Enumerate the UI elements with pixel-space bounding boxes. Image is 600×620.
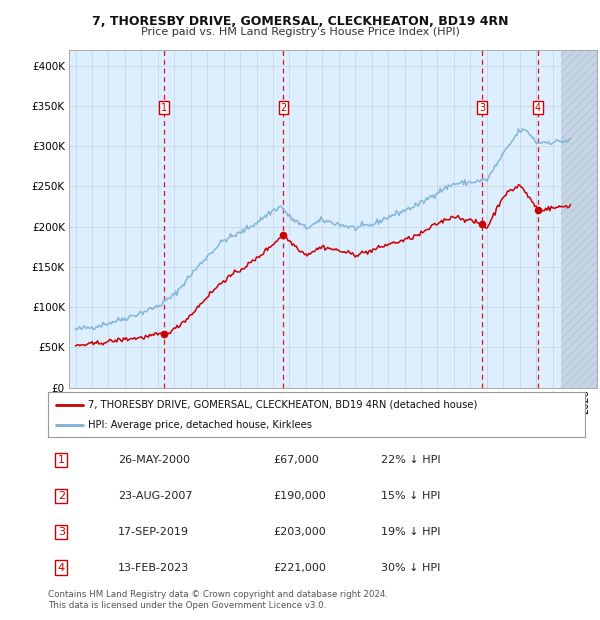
Text: 2: 2 (280, 102, 287, 112)
Text: 4: 4 (58, 563, 65, 573)
Text: This data is licensed under the Open Government Licence v3.0.: This data is licensed under the Open Gov… (48, 601, 326, 611)
Text: 26-MAY-2000: 26-MAY-2000 (118, 455, 190, 465)
Text: £203,000: £203,000 (274, 527, 326, 537)
Text: 3: 3 (58, 527, 65, 537)
Text: 1: 1 (161, 102, 167, 112)
Bar (561, 50, 597, 388)
Bar (561, 50, 597, 388)
Text: 7, THORESBY DRIVE, GOMERSAL, CLECKHEATON, BD19 4RN (detached house): 7, THORESBY DRIVE, GOMERSAL, CLECKHEATON… (88, 399, 478, 410)
Text: 22% ↓ HPI: 22% ↓ HPI (381, 455, 440, 465)
Text: HPI: Average price, detached house, Kirklees: HPI: Average price, detached house, Kirk… (88, 420, 312, 430)
Text: 23-AUG-2007: 23-AUG-2007 (118, 491, 193, 501)
Text: Price paid vs. HM Land Registry's House Price Index (HPI): Price paid vs. HM Land Registry's House … (140, 27, 460, 37)
Text: 30% ↓ HPI: 30% ↓ HPI (381, 563, 440, 573)
Text: Contains HM Land Registry data © Crown copyright and database right 2024.: Contains HM Land Registry data © Crown c… (48, 590, 388, 600)
Text: 15% ↓ HPI: 15% ↓ HPI (381, 491, 440, 501)
Text: £221,000: £221,000 (274, 563, 326, 573)
Text: £190,000: £190,000 (274, 491, 326, 501)
Text: 13-FEB-2023: 13-FEB-2023 (118, 563, 189, 573)
Text: 4: 4 (535, 102, 541, 112)
Text: 2: 2 (58, 491, 65, 501)
Text: 3: 3 (479, 102, 485, 112)
Text: 1: 1 (58, 455, 65, 465)
Text: 17-SEP-2019: 17-SEP-2019 (118, 527, 189, 537)
Text: £67,000: £67,000 (274, 455, 319, 465)
Text: 7, THORESBY DRIVE, GOMERSAL, CLECKHEATON, BD19 4RN: 7, THORESBY DRIVE, GOMERSAL, CLECKHEATON… (92, 15, 508, 28)
Text: 19% ↓ HPI: 19% ↓ HPI (381, 527, 440, 537)
